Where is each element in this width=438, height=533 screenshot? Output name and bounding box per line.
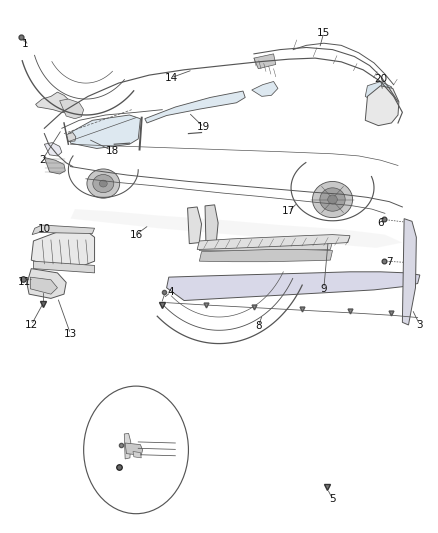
Text: 15: 15	[317, 28, 330, 38]
Polygon shape	[199, 240, 332, 251]
Polygon shape	[35, 92, 73, 114]
Polygon shape	[403, 219, 417, 325]
Polygon shape	[133, 451, 141, 458]
Text: 5: 5	[329, 494, 336, 504]
Text: 11: 11	[18, 278, 32, 287]
Text: 9: 9	[321, 284, 327, 294]
Polygon shape	[205, 205, 218, 243]
Polygon shape	[365, 82, 394, 103]
Polygon shape	[125, 443, 143, 455]
Polygon shape	[44, 143, 62, 156]
Polygon shape	[145, 91, 245, 123]
Polygon shape	[124, 433, 131, 459]
Polygon shape	[27, 269, 66, 298]
Text: 1: 1	[21, 39, 28, 49]
Text: 6: 6	[377, 218, 384, 228]
Polygon shape	[197, 235, 350, 249]
Polygon shape	[32, 225, 95, 235]
Text: 20: 20	[374, 75, 387, 84]
Text: 7: 7	[386, 257, 392, 267]
Ellipse shape	[99, 180, 107, 187]
Polygon shape	[30, 277, 57, 294]
Text: 4: 4	[168, 287, 174, 297]
Polygon shape	[31, 230, 95, 266]
Polygon shape	[66, 133, 76, 142]
Polygon shape	[166, 272, 420, 301]
Text: 19: 19	[197, 122, 210, 132]
Text: 8: 8	[255, 321, 261, 331]
Text: 12: 12	[25, 320, 38, 330]
Ellipse shape	[93, 174, 114, 192]
Polygon shape	[187, 207, 201, 244]
Polygon shape	[254, 54, 276, 69]
Circle shape	[84, 386, 188, 514]
Text: 16: 16	[129, 230, 143, 240]
Polygon shape	[252, 82, 278, 96]
Text: 3: 3	[417, 320, 423, 330]
Ellipse shape	[87, 169, 120, 198]
Text: 13: 13	[64, 329, 77, 339]
Polygon shape	[71, 209, 403, 248]
Text: 2: 2	[39, 155, 46, 165]
Ellipse shape	[320, 188, 345, 211]
Ellipse shape	[328, 195, 337, 204]
Text: 17: 17	[282, 206, 296, 216]
Polygon shape	[33, 261, 95, 273]
Polygon shape	[199, 249, 332, 262]
Text: 14: 14	[164, 73, 177, 83]
Polygon shape	[365, 86, 399, 126]
Polygon shape	[60, 99, 84, 119]
Polygon shape	[68, 115, 141, 149]
Text: 18: 18	[106, 146, 119, 156]
Ellipse shape	[312, 181, 353, 217]
Text: 10: 10	[38, 224, 51, 235]
Polygon shape	[44, 158, 65, 174]
